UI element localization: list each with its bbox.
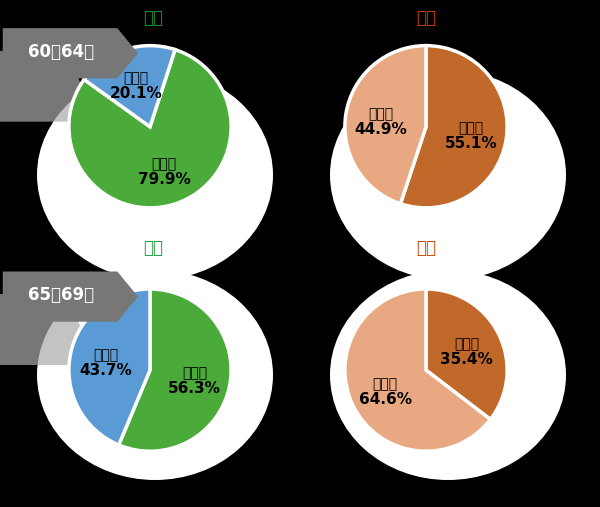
Text: 有業者: 有業者 [182, 367, 207, 380]
Ellipse shape [330, 70, 566, 280]
Text: 有業者: 有業者 [152, 157, 177, 171]
Text: 無業者: 無業者 [368, 107, 394, 121]
Text: 女性: 女性 [416, 239, 436, 258]
Text: 56.3%: 56.3% [168, 381, 221, 396]
Text: 60～64歳: 60～64歳 [28, 43, 94, 61]
Ellipse shape [37, 70, 273, 280]
Polygon shape [0, 51, 96, 122]
Text: 44.9%: 44.9% [355, 122, 407, 137]
Text: 79.9%: 79.9% [138, 172, 191, 187]
Text: 35.4%: 35.4% [440, 352, 493, 367]
Wedge shape [345, 46, 426, 204]
Text: 男性: 男性 [143, 239, 163, 258]
Ellipse shape [37, 270, 273, 480]
Polygon shape [0, 294, 96, 365]
Text: 64.6%: 64.6% [359, 392, 412, 408]
Text: 無業者: 無業者 [373, 378, 398, 391]
Polygon shape [3, 272, 138, 322]
Text: 女性: 女性 [416, 9, 436, 27]
Ellipse shape [330, 270, 566, 480]
Text: 無業者: 無業者 [93, 348, 118, 363]
Polygon shape [3, 28, 138, 78]
Text: 20.1%: 20.1% [109, 86, 162, 101]
Wedge shape [69, 289, 150, 445]
Wedge shape [345, 289, 490, 451]
Text: 有業者: 有業者 [458, 121, 484, 135]
Text: 無業者: 無業者 [123, 71, 148, 85]
Wedge shape [119, 289, 231, 451]
Wedge shape [69, 50, 231, 208]
Text: 65～69歳: 65～69歳 [28, 286, 94, 305]
Text: 有業者: 有業者 [454, 337, 479, 351]
Wedge shape [426, 289, 507, 419]
Wedge shape [400, 46, 507, 208]
Text: 男性: 男性 [143, 9, 163, 27]
Text: 43.7%: 43.7% [79, 364, 132, 378]
Text: 55.1%: 55.1% [445, 136, 497, 151]
Wedge shape [84, 46, 175, 127]
